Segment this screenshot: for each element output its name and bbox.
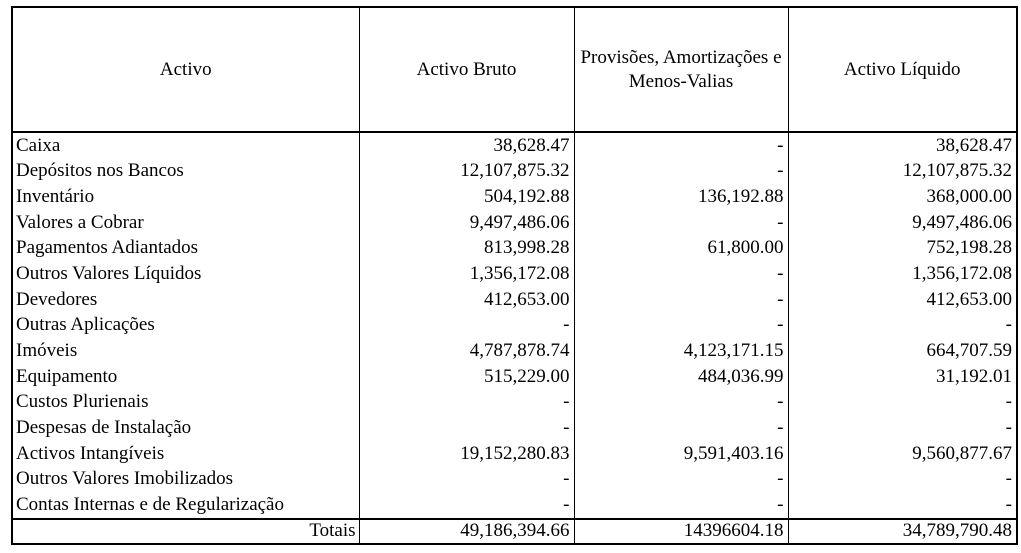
- row-label: Outros Valores Imobilizados: [11, 466, 360, 493]
- activo-bruto-cell: 38,628.47: [358, 132, 575, 159]
- table-row: Valores a Cobrar 9,497,486.06-9,497,486.0…: [11, 209, 1018, 236]
- activo-liquido-cell: -: [787, 492, 1018, 519]
- provisoes-cell: -: [573, 415, 789, 441]
- activo-bruto-cell: 412,653.00: [358, 286, 575, 313]
- activo-bruto-cell: 12,107,875.32: [358, 158, 575, 185]
- activo-bruto-cell: 515,229.00: [358, 363, 575, 390]
- provisoes-cell: -: [573, 492, 789, 519]
- total-activo-bruto: 49,186,394.66: [358, 517, 575, 544]
- activo-liquido-cell: -: [787, 466, 1018, 493]
- activo-liquido-cell: -: [787, 389, 1018, 416]
- row-label: Inventário: [11, 184, 360, 210]
- provisoes-cell: -: [573, 132, 789, 159]
- header-activo-liquido: Activo Líquido: [787, 7, 1018, 133]
- provisoes-cell: -: [573, 158, 789, 185]
- provisoes-cell: 484,036.99: [573, 363, 789, 390]
- totals-row: Totais 49,186,394.66 14396604.18 34,789,…: [11, 517, 1018, 544]
- activo-bruto-cell: -: [358, 492, 575, 519]
- provisoes-cell: -: [573, 312, 789, 339]
- row-label: Activos Intangíveis: [11, 440, 360, 467]
- activo-liquido-cell: 412,653.00: [787, 286, 1018, 313]
- header-provisoes: Provisões, Amortizações e Menos-Valias: [573, 7, 789, 133]
- activo-bruto-cell: -: [358, 312, 575, 339]
- activo-liquido-cell: 9,497,486.06: [787, 209, 1018, 236]
- totals-label: Totais: [11, 517, 360, 544]
- provisoes-cell: 61,800.00: [573, 235, 789, 262]
- activo-bruto-cell: -: [358, 389, 575, 416]
- provisoes-cell: -: [573, 209, 789, 236]
- activo-liquido-cell: 9,560,877.67: [787, 440, 1018, 467]
- activo-bruto-cell: 9,497,486.06: [358, 209, 575, 236]
- activo-liquido-cell: 368,000.00: [787, 184, 1018, 210]
- header-activo-bruto: Activo Bruto: [358, 7, 575, 133]
- row-label: Outros Valores Líquidos: [11, 261, 360, 287]
- table-row: Depósitos nos Bancos 12,107,875.32-12,107…: [11, 158, 1018, 185]
- row-label: Equipamento: [11, 363, 360, 390]
- activo-bruto-cell: 4,787,878.74: [358, 338, 575, 364]
- activo-liquido-cell: 38,628.47: [787, 132, 1018, 159]
- row-label: Contas Internas e de Regularização: [11, 492, 360, 519]
- table-row: Inventário 504,192.88 136,192.88 368,000.00: [11, 184, 1018, 210]
- row-label: Outras Aplicações: [11, 312, 360, 339]
- table-row: Outras Aplicações - - -: [11, 312, 1018, 339]
- table-row: Outros Valores Imobilizados - - -: [11, 466, 1018, 493]
- table-row: Devedores 412,653.00-412,653.00: [11, 286, 1018, 313]
- row-label: Valores a Cobrar: [11, 209, 360, 236]
- balance-sheet-table: Activo Activo Bruto Provisões, Amortizaç…: [11, 6, 1018, 545]
- row-label: Imóveis: [11, 338, 360, 364]
- table-row: Imóveis 4,787,878.74 4,123,171.15 664,707.5…: [11, 338, 1018, 364]
- provisoes-cell: 136,192.88: [573, 184, 789, 210]
- total-activo-liquido: 34,789,790.48: [787, 517, 1018, 544]
- row-label: Caixa: [11, 132, 360, 159]
- header-row: Activo Activo Bruto Provisões, Amortizaç…: [11, 7, 1018, 133]
- provisoes-cell: -: [573, 389, 789, 416]
- activo-bruto-cell: 504,192.88: [358, 184, 575, 210]
- row-label: Depósitos nos Bancos: [11, 158, 360, 185]
- provisoes-cell: 9,591,403.16: [573, 440, 789, 467]
- table-row: Despesas de Instalação - - -: [11, 415, 1018, 441]
- table-row: Activos Intangíveis 19,152,280.83 9,591,40…: [11, 440, 1018, 467]
- activo-bruto-cell: 1,356,172.08: [358, 261, 575, 287]
- activo-bruto-cell: 19,152,280.83: [358, 440, 575, 467]
- row-label: Despesas de Instalação: [11, 415, 360, 441]
- provisoes-cell: 4,123,171.15: [573, 338, 789, 364]
- table-row: Equipamento 515,229.00 484,036.99 31,192.01: [11, 363, 1018, 390]
- table-row: Custos Plurienais - - -: [11, 389, 1018, 416]
- table-row: Contas Internas e de Regularização - - -: [11, 492, 1018, 519]
- table-row: Pagamentos Adiantados 813,998.28 61,800.00…: [11, 235, 1018, 262]
- row-label: Custos Plurienais: [11, 389, 360, 416]
- row-label: Pagamentos Adiantados: [11, 235, 360, 262]
- provisoes-cell: -: [573, 466, 789, 493]
- activo-liquido-cell: 752,198.28: [787, 235, 1018, 262]
- activo-liquido-cell: -: [787, 312, 1018, 339]
- provisoes-cell: -: [573, 261, 789, 287]
- activo-liquido-cell: 1,356,172.08: [787, 261, 1018, 287]
- table-row: Caixa 38,628.47-38,628.47: [11, 132, 1018, 159]
- table-row: Outros Valores Líquidos 1,356,172.08-1,35…: [11, 261, 1018, 287]
- total-provisoes: 14396604.18: [573, 517, 789, 544]
- activo-bruto-cell: -: [358, 415, 575, 441]
- provisoes-cell: -: [573, 286, 789, 313]
- activo-liquido-cell: 31,192.01: [787, 363, 1018, 390]
- activo-liquido-cell: 664,707.59: [787, 338, 1018, 364]
- activo-bruto-cell: -: [358, 466, 575, 493]
- row-label: Devedores: [11, 286, 360, 313]
- activo-bruto-cell: 813,998.28: [358, 235, 575, 262]
- activo-liquido-cell: -: [787, 415, 1018, 441]
- activo-liquido-cell: 12,107,875.32: [787, 158, 1018, 185]
- header-activo: Activo: [11, 7, 360, 133]
